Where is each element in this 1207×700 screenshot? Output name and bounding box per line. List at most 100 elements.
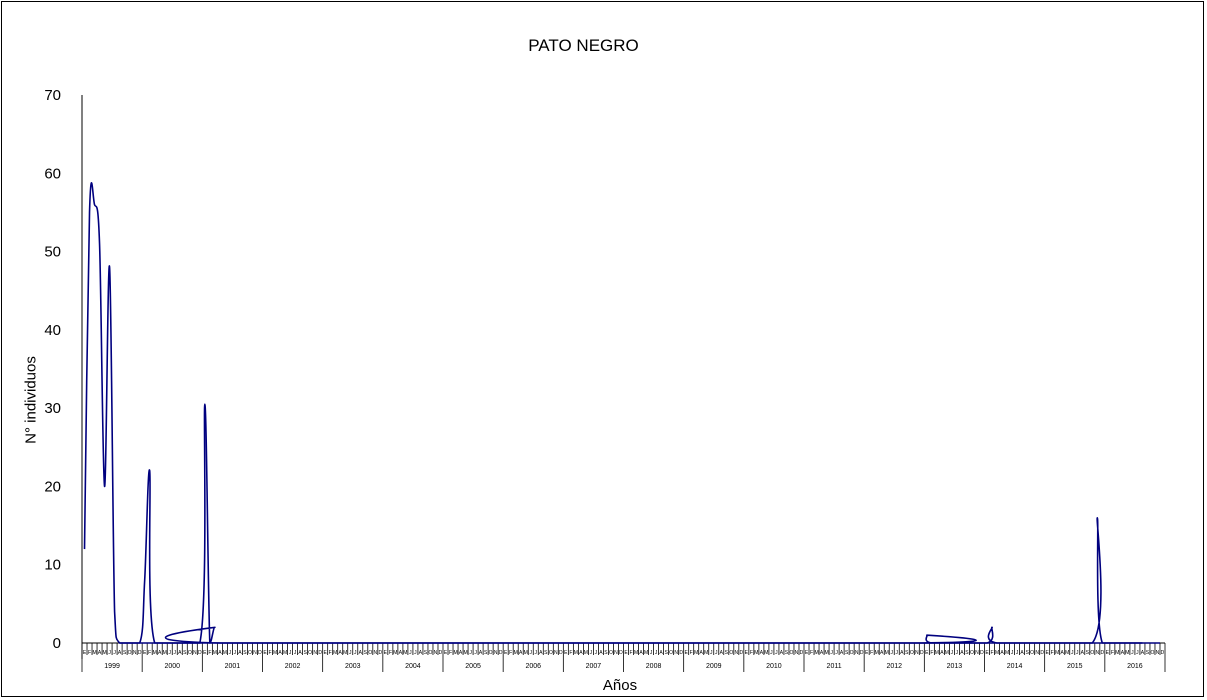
month-label: D [379,650,383,656]
month-label: A [419,650,423,656]
chart-title: PATO NEGRO [528,36,639,55]
year-label: 2011 [827,663,842,670]
month-label: A [118,650,122,656]
month-label: E [83,650,87,656]
month-label: D [138,650,142,656]
month-label: A [339,650,343,656]
month-label: F [88,650,91,656]
month-label: M [273,650,277,656]
month-label: O [248,650,252,656]
month-label: E [203,650,207,656]
month-label: O [1090,650,1094,656]
year-label: 2015 [1067,663,1083,670]
month-label: A [479,650,483,656]
month-label: S [484,650,488,656]
year-label: 2000 [164,663,180,670]
month-label: N [133,650,137,656]
month-label: J [710,650,713,656]
month-label: A [1000,650,1004,656]
month-label: A [579,650,583,656]
month-label: M [824,650,828,656]
month-label: S [424,650,428,656]
month-label: M [945,650,949,656]
month-label: M [1125,650,1129,656]
month-label: A [900,650,904,656]
month-label: A [178,650,182,656]
year-label: 2002 [285,663,301,670]
month-label: D [1161,650,1165,656]
month-label: E [384,650,388,656]
month-label: A [459,650,463,656]
month-label: S [544,650,548,656]
month-label: S [123,650,127,656]
month-label: N [674,650,678,656]
month-label: O [308,650,312,656]
month-label: F [810,650,813,656]
month-label: E [504,650,508,656]
month-label: J [469,650,472,656]
month-label: D [258,650,262,656]
month-label: M [92,650,96,656]
month-label: J [409,650,412,656]
month-label: N [915,650,919,656]
month-label: J [168,650,171,656]
month-label: S [1025,650,1029,656]
month-label: D [198,650,202,656]
month-label: S [664,650,668,656]
month-label: M [634,650,638,656]
month-label: D [860,650,864,656]
month-label: S [303,650,307,656]
month-label: N [735,650,739,656]
month-label: A [1121,650,1125,656]
month-label: E [324,650,328,656]
month-label: J [590,650,593,656]
month-label: M [995,650,999,656]
year-label: 2014 [1007,663,1023,670]
month-label: A [599,650,603,656]
y-tick-label: 0 [53,635,61,652]
month-label: M [223,650,227,656]
month-label: E [805,650,809,656]
month-label: J [289,650,292,656]
month-label: A [780,650,784,656]
month-label: J [715,650,718,656]
month-label: J [830,650,833,656]
month-label: A [940,650,944,656]
month-label: M [644,650,648,656]
month-label: J [229,650,232,656]
year-label: 2006 [525,663,541,670]
month-label: O [188,650,192,656]
month-label: E [745,650,749,656]
month-label: M [163,650,167,656]
month-label: M [814,650,818,656]
month-label: E [1046,650,1050,656]
year-label: 2016 [1127,663,1143,670]
year-label: 1999 [104,663,120,670]
month-label: M [514,650,518,656]
y-tick-label: 70 [44,87,61,104]
month-label: F [569,650,572,656]
month-label: A [399,650,403,656]
month-label: N [1156,650,1160,656]
y-tick-label: 60 [44,165,61,182]
month-label: F [750,650,753,656]
month-label: O [1030,650,1034,656]
month-label: J [650,650,653,656]
month-label: M [935,650,939,656]
month-label: N [193,650,197,656]
month-label: J [1131,650,1134,656]
month-label: F [449,650,452,656]
month-label: J [234,650,237,656]
month-label: F [1051,650,1054,656]
month-label: A [960,650,964,656]
y-tick-label: 50 [44,244,61,261]
month-label: D [1101,650,1105,656]
month-label: J [1071,650,1074,656]
month-label: M [574,650,578,656]
month-label: O [128,650,132,656]
month-label: A [700,650,704,656]
month-label: D [800,650,804,656]
month-label: E [444,650,448,656]
